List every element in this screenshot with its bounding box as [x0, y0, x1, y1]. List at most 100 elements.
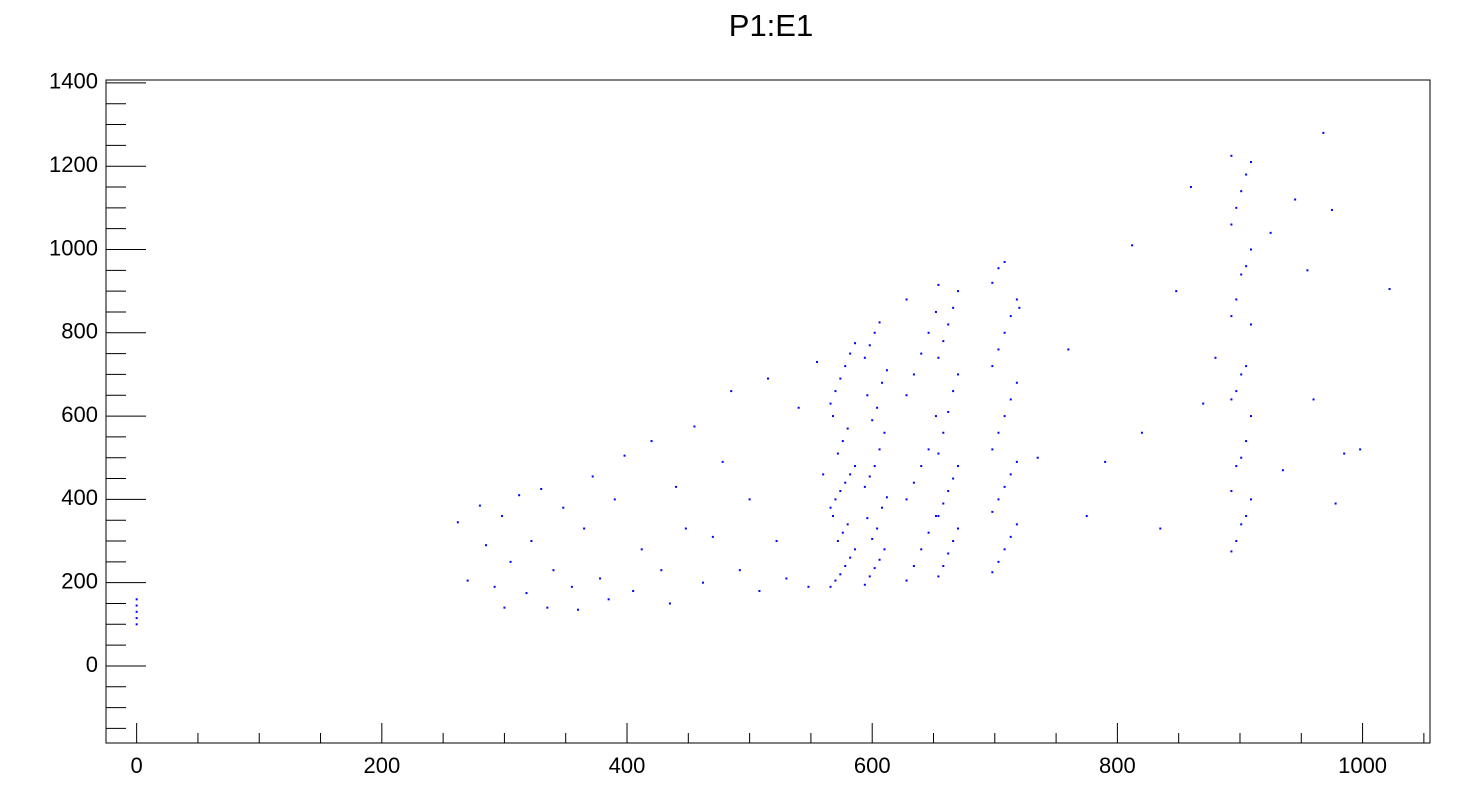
point — [1085, 515, 1088, 518]
point — [849, 352, 852, 355]
point — [854, 548, 857, 551]
point — [721, 460, 724, 463]
point — [844, 365, 847, 368]
point — [883, 431, 886, 434]
point — [1294, 198, 1297, 201]
point — [952, 540, 955, 543]
point — [920, 465, 923, 468]
point — [836, 452, 839, 455]
point — [1230, 315, 1233, 318]
point — [1388, 288, 1391, 291]
point — [866, 517, 869, 520]
point — [485, 544, 488, 547]
y-tick-label: 600 — [61, 402, 98, 427]
point — [1312, 398, 1315, 401]
point — [816, 360, 819, 363]
point — [997, 431, 1000, 434]
point — [1240, 273, 1243, 276]
point — [540, 487, 543, 490]
point — [1230, 490, 1233, 493]
point — [552, 569, 555, 572]
point — [947, 552, 950, 555]
point — [675, 485, 678, 488]
point — [997, 498, 1000, 501]
point — [785, 577, 788, 580]
point — [844, 481, 847, 484]
point — [957, 527, 960, 530]
point — [1235, 298, 1238, 301]
y-tick-label: 400 — [61, 485, 98, 510]
point — [135, 623, 138, 626]
point — [849, 473, 852, 476]
y-tick-label: 800 — [61, 319, 98, 344]
point — [844, 565, 847, 568]
point — [1104, 460, 1107, 463]
point — [952, 477, 955, 480]
point — [942, 340, 945, 343]
x-tick-label: 1000 — [1338, 753, 1387, 778]
point — [947, 410, 950, 413]
x-tick-label: 200 — [363, 753, 400, 778]
point — [957, 290, 960, 293]
point — [1003, 331, 1006, 334]
point — [478, 504, 481, 507]
point — [991, 281, 994, 284]
point — [1245, 365, 1248, 368]
point — [1240, 456, 1243, 459]
point — [834, 498, 837, 501]
point — [876, 406, 879, 409]
point — [570, 585, 573, 588]
point — [758, 589, 761, 592]
point — [1003, 260, 1006, 263]
point — [947, 490, 950, 493]
point — [1003, 415, 1006, 418]
point — [834, 579, 837, 582]
point — [912, 565, 915, 568]
point — [863, 485, 866, 488]
point — [738, 569, 741, 572]
point — [881, 506, 884, 509]
point — [841, 440, 844, 443]
point — [883, 548, 886, 551]
point — [952, 390, 955, 393]
point — [1334, 502, 1337, 505]
point — [868, 475, 871, 478]
point — [775, 540, 778, 543]
point — [868, 344, 871, 347]
point — [991, 510, 994, 513]
point — [1214, 356, 1217, 359]
point — [807, 585, 810, 588]
point — [1250, 498, 1253, 501]
point — [834, 390, 837, 393]
point — [839, 377, 842, 380]
point — [849, 556, 852, 559]
point — [1240, 190, 1243, 193]
point — [863, 356, 866, 359]
x-tick-label: 600 — [854, 753, 891, 778]
point — [1250, 323, 1253, 326]
point — [905, 298, 908, 301]
point — [876, 527, 879, 530]
point — [952, 306, 955, 309]
point — [863, 583, 866, 586]
point — [711, 535, 714, 538]
point — [1281, 469, 1284, 472]
y-tick-label: 200 — [61, 568, 98, 593]
point — [868, 575, 871, 578]
plot-frame — [105, 79, 1431, 744]
point — [466, 579, 469, 582]
point — [873, 331, 876, 334]
point — [500, 515, 503, 518]
point — [991, 571, 994, 574]
point — [518, 494, 521, 497]
point — [1015, 381, 1018, 384]
point — [878, 558, 881, 561]
point — [1015, 523, 1018, 526]
point — [942, 431, 945, 434]
point — [546, 606, 549, 609]
point — [1067, 348, 1070, 351]
chart-title: P1:E1 — [729, 8, 813, 43]
point — [1343, 452, 1346, 455]
point — [668, 602, 671, 605]
